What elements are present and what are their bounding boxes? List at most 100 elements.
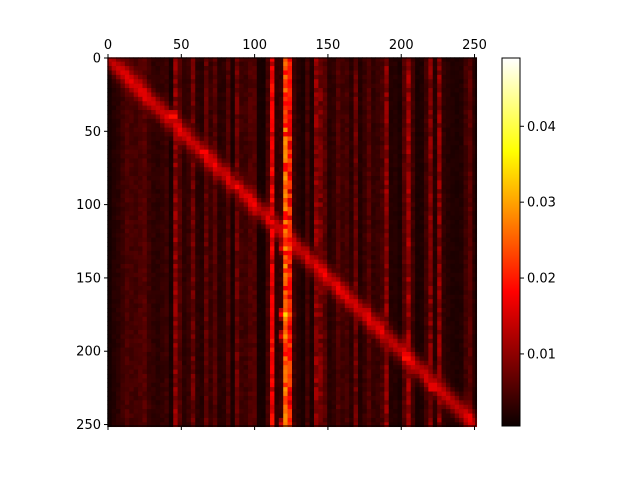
- heatmap-cell: [278, 83, 284, 89]
- heatmap-cell: [120, 294, 126, 300]
- heatmap-cell: [133, 167, 139, 172]
- heatmap-cell: [208, 140, 214, 146]
- heatmap-cell: [111, 57, 117, 62]
- heatmap-cell: [116, 294, 121, 300]
- heatmap-cell: [410, 180, 416, 186]
- heatmap-cell: [212, 263, 218, 269]
- heatmap-cell: [111, 127, 117, 133]
- heatmap-cell: [441, 145, 447, 150]
- heatmap-cell: [393, 215, 398, 221]
- heatmap-cell: [217, 184, 222, 190]
- heatmap-cell: [133, 206, 139, 212]
- heatmap-cell: [168, 57, 174, 62]
- heatmap-cell: [252, 132, 258, 137]
- heatmap-cell: [384, 277, 390, 282]
- heatmap-cell: [133, 101, 139, 106]
- heatmap-cell: [204, 136, 209, 142]
- heatmap-cell: [270, 307, 275, 313]
- heatmap-cell: [173, 123, 178, 128]
- heatmap-cell: [415, 263, 420, 269]
- heatmap-cell: [300, 176, 306, 181]
- heatmap-cell: [248, 149, 253, 155]
- heatmap-cell: [322, 189, 328, 194]
- heatmap-cell: [151, 277, 156, 282]
- heatmap-cell: [177, 61, 183, 67]
- heatmap-cell: [335, 167, 341, 172]
- heatmap-cell: [335, 263, 341, 269]
- heatmap-cell: [309, 127, 315, 133]
- heatmap-cell: [384, 250, 390, 256]
- heatmap-cell: [142, 220, 148, 225]
- heatmap-cell: [349, 268, 354, 274]
- heatmap-cell: [160, 228, 165, 234]
- heatmap-cell: [107, 180, 112, 186]
- heatmap-cell: [107, 96, 112, 102]
- heatmap-cell: [437, 307, 442, 313]
- heatmap-cell: [133, 158, 139, 164]
- heatmap-cell: [432, 180, 438, 186]
- heatmap-cell: [335, 250, 341, 256]
- heatmap-cell: [173, 285, 178, 291]
- heatmap-cell: [221, 162, 227, 168]
- heatmap-cell: [305, 149, 310, 155]
- heatmap-cell: [344, 193, 350, 199]
- heatmap-cell: [305, 242, 310, 247]
- heatmap-cell: [401, 92, 407, 98]
- heatmap-cell: [371, 66, 376, 71]
- heatmap-cell: [313, 312, 319, 318]
- heatmap-cell: [366, 198, 372, 203]
- heatmap-cell: [309, 171, 315, 177]
- heatmap-cell: [472, 206, 478, 212]
- heatmap-cell: [234, 259, 240, 265]
- heatmap-cell: [124, 61, 130, 67]
- heatmap-cell: [217, 180, 222, 186]
- heatmap-cell: [406, 145, 412, 150]
- heatmap-cell: [415, 268, 420, 274]
- heatmap-cell: [410, 184, 416, 190]
- heatmap-cell: [379, 96, 385, 102]
- heatmap-cell: [406, 299, 412, 304]
- heatmap-cell: [283, 70, 288, 76]
- heatmap-cell: [265, 299, 271, 304]
- heatmap-cell: [313, 255, 319, 260]
- heatmap-cell: [353, 140, 359, 146]
- heatmap-cell: [274, 198, 280, 203]
- heatmap-cell: [441, 193, 447, 199]
- heatmap-cell: [375, 171, 381, 177]
- heatmap-cell: [419, 189, 425, 194]
- heatmap-cell: [173, 180, 178, 186]
- heatmap-cell: [335, 101, 341, 106]
- heatmap-cell: [445, 312, 451, 318]
- heatmap-cell: [208, 259, 214, 265]
- heatmap-cell: [423, 123, 429, 128]
- heatmap-cell: [234, 189, 240, 194]
- heatmap-cell: [450, 303, 456, 309]
- heatmap-cell: [445, 171, 451, 177]
- heatmap-cell: [116, 246, 121, 252]
- heatmap-cell: [340, 105, 346, 111]
- heatmap-cell: [138, 224, 143, 230]
- heatmap-cell: [357, 101, 363, 106]
- heatmap-cell: [335, 206, 341, 212]
- heatmap-cell: [357, 268, 363, 274]
- heatmap-cell: [230, 202, 236, 208]
- heatmap-cell: [155, 127, 161, 133]
- heatmap-cell: [292, 277, 297, 282]
- heatmap-cell: [252, 228, 258, 234]
- heatmap-cell: [335, 57, 341, 62]
- heatmap-cell: [212, 242, 218, 247]
- heatmap-cell: [296, 224, 302, 230]
- heatmap-cell: [441, 70, 447, 76]
- heatmap-cell: [133, 110, 139, 115]
- heatmap-cell: [437, 101, 442, 106]
- heatmap-cell: [362, 114, 368, 120]
- heatmap-cell: [375, 176, 381, 181]
- heatmap-cell: [116, 224, 121, 230]
- heatmap-cell: [226, 66, 231, 71]
- heatmap-cell: [375, 145, 381, 150]
- heatmap-cell: [168, 114, 174, 120]
- heatmap-cell: [423, 189, 429, 194]
- heatmap-cell: [305, 202, 310, 208]
- heatmap-cell: [146, 224, 152, 230]
- heatmap-cell: [397, 277, 403, 282]
